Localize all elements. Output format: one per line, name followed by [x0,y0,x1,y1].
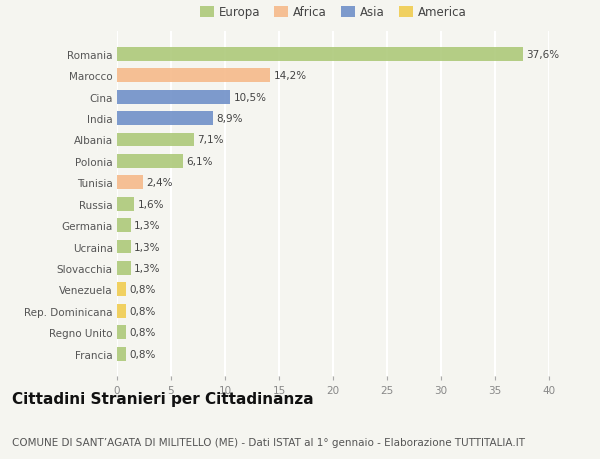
Text: 8,9%: 8,9% [217,114,243,124]
Bar [117,304,125,318]
Bar [117,218,131,233]
Text: 7,1%: 7,1% [197,135,223,145]
Bar [117,112,213,126]
Legend: Europa, Africa, Asia, America: Europa, Africa, Asia, America [200,6,466,19]
Text: 0,8%: 0,8% [129,306,155,316]
Bar [117,197,134,211]
Text: 2,4%: 2,4% [146,178,173,188]
Text: 0,8%: 0,8% [129,349,155,359]
Text: Cittadini Stranieri per Cittadinanza: Cittadini Stranieri per Cittadinanza [12,391,314,406]
Text: 0,8%: 0,8% [129,327,155,337]
Text: 10,5%: 10,5% [233,92,266,102]
Text: 6,1%: 6,1% [186,157,212,167]
Bar [117,325,125,339]
Text: 1,6%: 1,6% [137,199,164,209]
Bar [117,261,131,275]
Text: 1,3%: 1,3% [134,221,161,230]
Text: 37,6%: 37,6% [526,50,559,60]
Text: 1,3%: 1,3% [134,242,161,252]
Text: 14,2%: 14,2% [274,71,307,81]
Bar [117,155,183,168]
Bar [117,90,230,104]
Bar [117,240,131,254]
Text: 0,8%: 0,8% [129,285,155,295]
Bar [117,283,125,297]
Bar [117,347,125,361]
Bar [117,176,143,190]
Text: COMUNE DI SANT’AGATA DI MILITELLO (ME) - Dati ISTAT al 1° gennaio - Elaborazione: COMUNE DI SANT’AGATA DI MILITELLO (ME) -… [12,437,525,448]
Bar [117,133,194,147]
Bar [117,69,271,83]
Text: 1,3%: 1,3% [134,263,161,273]
Bar [117,48,523,62]
